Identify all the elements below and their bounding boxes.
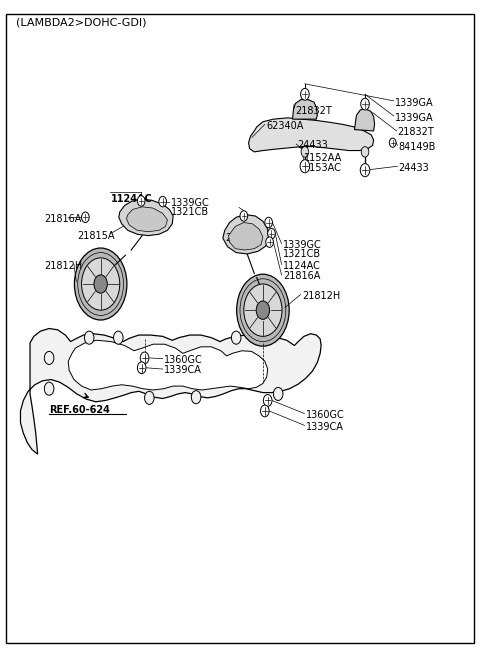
Circle shape — [265, 217, 273, 228]
Text: 24433: 24433 — [297, 141, 328, 150]
Circle shape — [240, 211, 248, 221]
Polygon shape — [68, 340, 268, 390]
Circle shape — [140, 352, 149, 364]
Text: 1339CA: 1339CA — [306, 422, 344, 432]
Text: 21832T: 21832T — [397, 127, 434, 137]
Text: 21816A: 21816A — [283, 271, 320, 281]
Text: REF.60-624: REF.60-624 — [49, 405, 110, 415]
Text: 62340A: 62340A — [266, 121, 304, 131]
Text: 21812H: 21812H — [302, 291, 340, 301]
Circle shape — [74, 248, 127, 320]
Circle shape — [266, 237, 274, 248]
Polygon shape — [119, 199, 173, 236]
Text: 21815A: 21815A — [78, 231, 115, 240]
Circle shape — [44, 351, 54, 365]
Circle shape — [144, 392, 154, 405]
Circle shape — [114, 331, 123, 344]
Circle shape — [300, 89, 309, 100]
Circle shape — [300, 160, 310, 173]
Circle shape — [159, 196, 167, 207]
Text: 1152AA: 1152AA — [304, 153, 343, 164]
Circle shape — [94, 275, 108, 293]
Circle shape — [301, 147, 309, 157]
Circle shape — [264, 395, 272, 406]
Text: 21832T: 21832T — [295, 106, 332, 116]
Text: 21611A: 21611A — [226, 233, 263, 243]
Circle shape — [231, 331, 241, 344]
Text: 21816A: 21816A — [44, 214, 82, 223]
Circle shape — [192, 391, 201, 404]
Circle shape — [360, 164, 370, 177]
Text: 1360GC: 1360GC — [164, 355, 203, 365]
Text: 1321CB: 1321CB — [171, 207, 209, 217]
Circle shape — [261, 405, 269, 417]
Polygon shape — [126, 207, 168, 232]
Text: (LAMBDA2>DOHC-GDI): (LAMBDA2>DOHC-GDI) — [16, 18, 146, 28]
Circle shape — [237, 274, 289, 346]
Circle shape — [82, 258, 120, 310]
Circle shape — [84, 331, 94, 344]
Circle shape — [389, 138, 396, 147]
Circle shape — [256, 301, 270, 319]
Circle shape — [137, 196, 145, 206]
Polygon shape — [228, 223, 263, 250]
Text: 1339GC: 1339GC — [171, 198, 210, 208]
Polygon shape — [355, 108, 374, 131]
Text: 1124AC: 1124AC — [283, 261, 321, 271]
Polygon shape — [292, 99, 317, 119]
Text: 1321CB: 1321CB — [283, 249, 321, 259]
Text: 1339GA: 1339GA — [395, 98, 434, 108]
Circle shape — [268, 229, 276, 239]
Text: 1124AC: 1124AC — [111, 194, 153, 204]
Text: 1360GC: 1360GC — [306, 410, 345, 420]
Circle shape — [82, 212, 89, 223]
Polygon shape — [249, 118, 373, 152]
Text: 1153AC: 1153AC — [304, 162, 342, 173]
Polygon shape — [21, 328, 321, 454]
Text: 1339GA: 1339GA — [395, 113, 434, 123]
Text: 1339CA: 1339CA — [164, 365, 202, 375]
Text: 1339GC: 1339GC — [283, 240, 322, 250]
Polygon shape — [223, 215, 269, 254]
Circle shape — [361, 98, 369, 110]
Circle shape — [244, 284, 282, 336]
Circle shape — [274, 388, 283, 401]
Text: 24433: 24433 — [398, 162, 429, 173]
Circle shape — [361, 147, 369, 157]
Circle shape — [44, 382, 54, 396]
Text: 84149B: 84149B — [398, 142, 436, 152]
Text: 21812H: 21812H — [44, 261, 83, 271]
Circle shape — [137, 362, 146, 374]
